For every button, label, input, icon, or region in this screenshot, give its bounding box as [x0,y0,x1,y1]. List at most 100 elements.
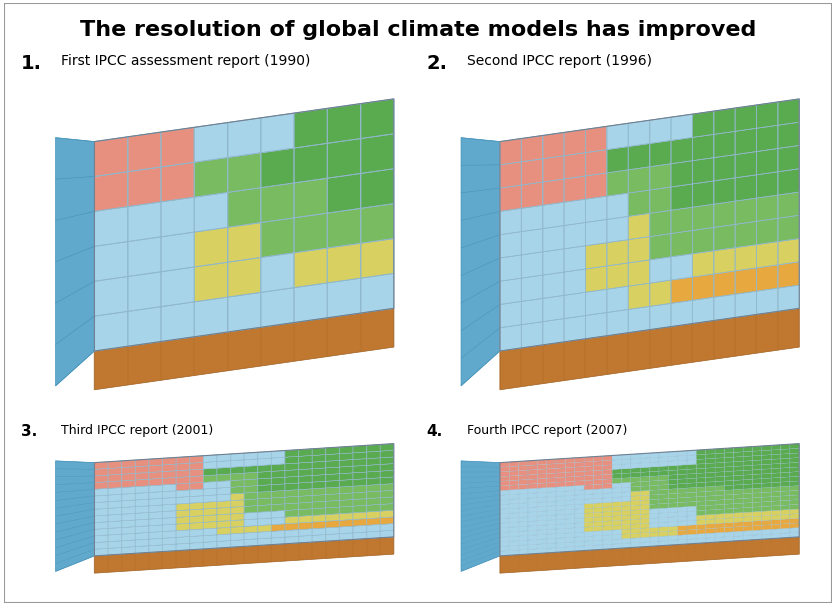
Polygon shape [777,122,799,148]
Polygon shape [543,225,564,252]
Polygon shape [162,464,176,471]
Polygon shape [734,531,743,536]
Polygon shape [631,458,640,464]
Polygon shape [547,468,556,474]
Polygon shape [261,183,294,222]
Polygon shape [203,534,217,542]
Polygon shape [781,528,790,533]
Polygon shape [366,511,380,519]
Polygon shape [668,535,678,541]
Polygon shape [312,448,326,456]
Polygon shape [696,515,706,520]
Polygon shape [122,507,135,514]
Polygon shape [538,483,547,488]
Polygon shape [752,525,762,530]
Polygon shape [640,518,650,524]
Polygon shape [659,494,668,499]
Polygon shape [135,533,149,540]
Polygon shape [715,523,725,528]
Polygon shape [556,459,565,464]
Polygon shape [668,474,678,480]
Polygon shape [735,291,757,318]
Polygon shape [176,490,190,498]
Polygon shape [227,292,261,332]
Polygon shape [631,501,640,505]
Polygon shape [298,496,312,503]
Polygon shape [190,456,203,463]
Polygon shape [149,498,162,506]
Polygon shape [771,529,781,534]
Polygon shape [650,257,671,283]
Polygon shape [790,532,799,538]
Polygon shape [353,472,366,479]
Polygon shape [743,512,752,517]
Polygon shape [757,242,777,268]
Polygon shape [500,185,522,211]
Polygon shape [94,137,128,176]
Polygon shape [190,462,203,470]
Polygon shape [556,542,565,548]
Polygon shape [272,530,285,538]
Polygon shape [231,460,244,467]
Polygon shape [594,507,603,513]
Polygon shape [518,512,528,518]
Polygon shape [725,513,734,518]
Polygon shape [203,488,217,496]
Polygon shape [743,456,752,461]
Polygon shape [790,458,799,463]
Polygon shape [55,138,94,386]
Polygon shape [509,461,518,467]
Polygon shape [628,120,650,147]
Polygon shape [757,265,777,291]
Polygon shape [607,310,628,336]
Polygon shape [244,465,257,473]
Polygon shape [671,184,692,210]
Polygon shape [714,224,735,251]
Polygon shape [522,182,543,208]
Polygon shape [509,494,518,499]
Polygon shape [564,153,585,179]
Polygon shape [771,496,781,501]
Polygon shape [603,479,612,484]
Polygon shape [360,273,394,313]
Polygon shape [725,448,734,453]
Polygon shape [162,484,176,491]
Polygon shape [500,551,509,556]
Text: The resolution of global climate models has improved: The resolution of global climate models … [79,20,757,40]
Polygon shape [500,518,509,523]
Polygon shape [518,526,528,531]
Polygon shape [149,485,162,493]
Polygon shape [640,537,650,542]
Polygon shape [671,301,692,327]
Polygon shape [621,478,631,483]
Polygon shape [715,514,725,519]
Polygon shape [781,458,790,464]
Polygon shape [678,465,687,470]
Polygon shape [528,493,538,498]
Polygon shape [149,511,162,519]
Polygon shape [757,288,777,315]
Polygon shape [659,471,668,476]
Polygon shape [771,454,781,459]
Polygon shape [650,280,671,307]
Polygon shape [500,162,522,188]
Polygon shape [594,484,603,489]
Polygon shape [781,486,790,491]
Polygon shape [108,527,122,535]
Polygon shape [734,494,743,499]
Polygon shape [603,516,612,521]
Polygon shape [594,545,603,550]
Polygon shape [715,532,725,538]
Polygon shape [564,199,585,225]
Polygon shape [298,516,312,523]
Polygon shape [176,503,190,511]
Polygon shape [790,495,799,500]
Polygon shape [575,513,584,519]
Polygon shape [771,510,781,515]
Polygon shape [122,513,135,521]
Polygon shape [781,496,790,501]
Polygon shape [108,474,122,482]
Polygon shape [650,457,659,462]
Polygon shape [217,534,231,541]
Polygon shape [631,528,640,533]
